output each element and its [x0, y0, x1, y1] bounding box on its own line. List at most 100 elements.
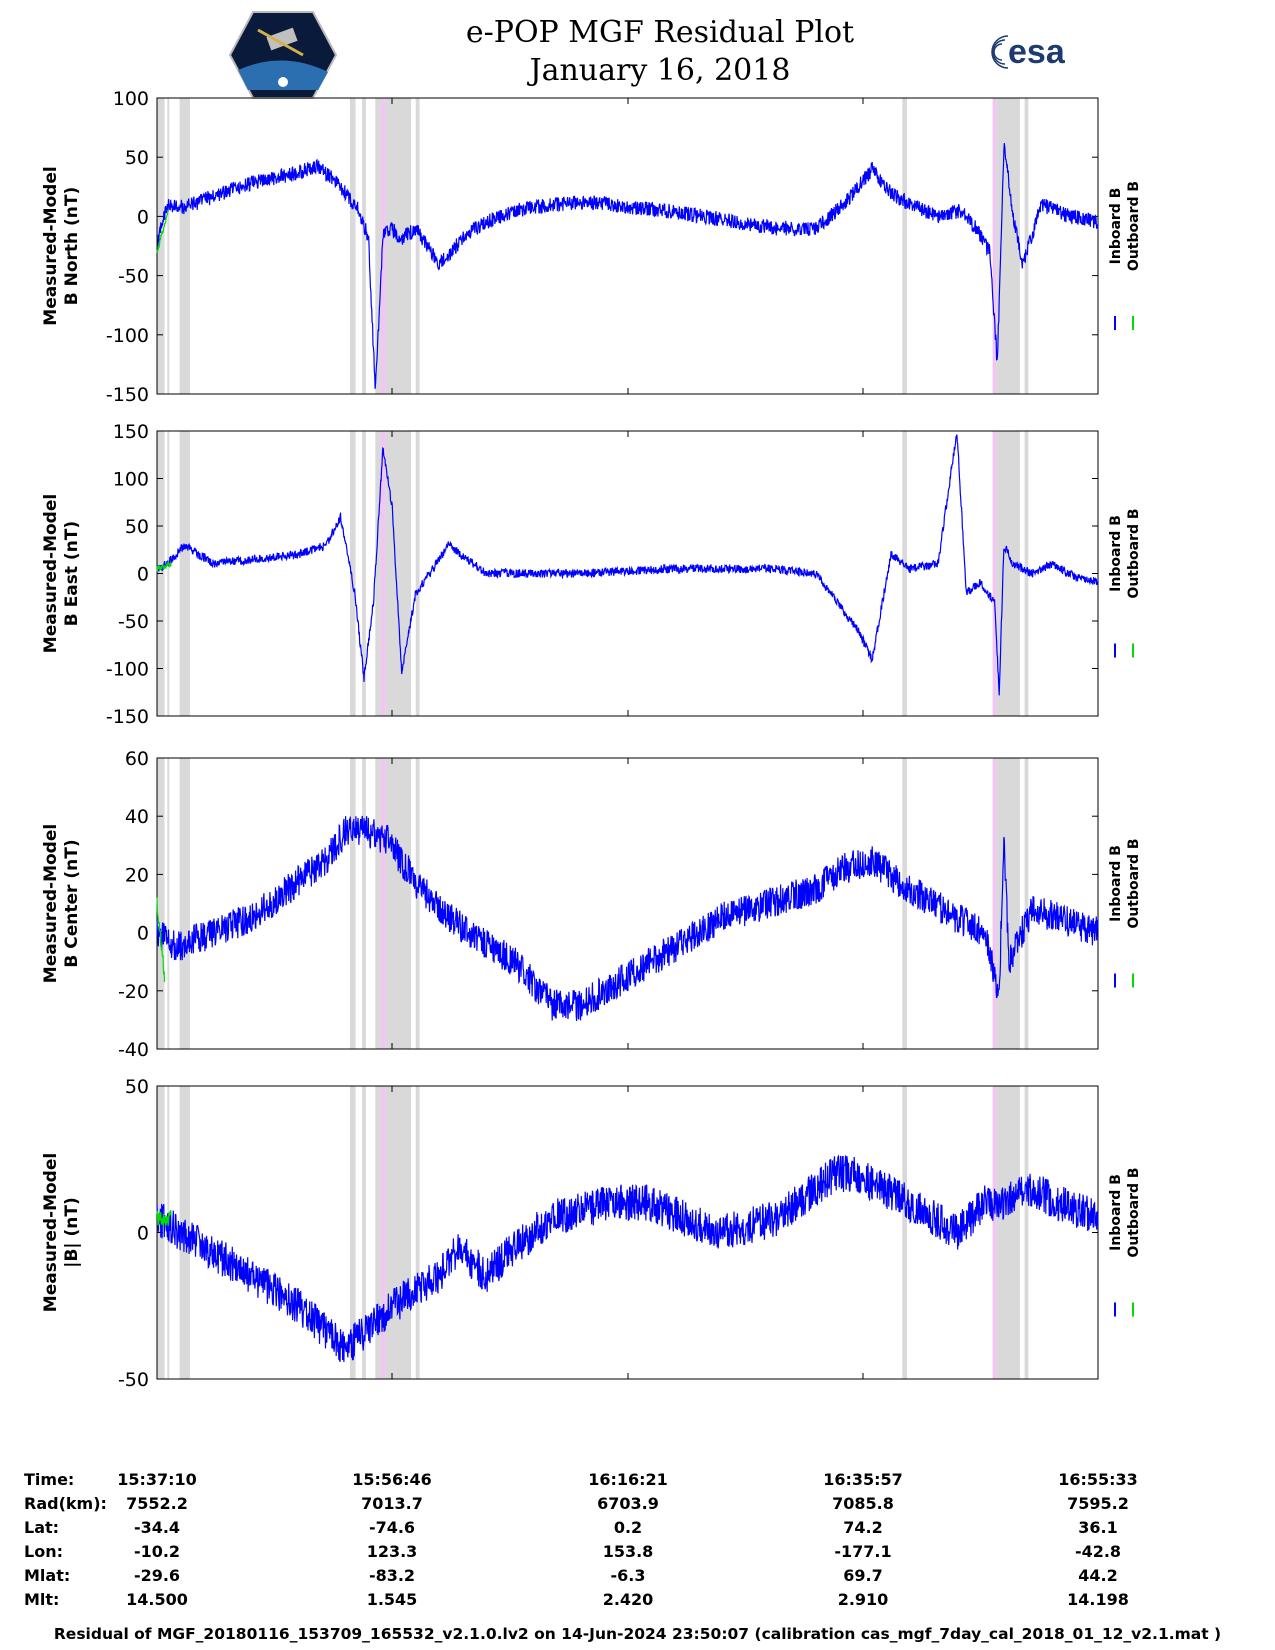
table-cell: 2.910 [837, 1590, 889, 1609]
row-label: Lat: [24, 1518, 60, 1537]
table-cell: 7595.2 [1067, 1494, 1129, 1513]
gap-band-1-4 [362, 431, 366, 716]
gap-band-0-0 [157, 98, 165, 394]
flag-band-3-0 [380, 1086, 386, 1379]
gap-band-1-9 [996, 431, 1020, 716]
esa-logo-icon [991, 35, 1009, 69]
y-tick-label-0-2: 0 [137, 206, 149, 228]
table-cell: -42.8 [1074, 1542, 1122, 1561]
table-cell: 1.545 [366, 1590, 418, 1609]
row-label: Rad(km): [24, 1494, 107, 1513]
gap-band-2-5 [375, 758, 381, 1049]
table-cell: 153.8 [602, 1542, 654, 1561]
orbit-info-table: Time: Rad(km): Lat: Lon: Mlat: Mlt: 15:37:10 75… [0, 1470, 1275, 1630]
y-tick-label-0-5: -150 [106, 384, 149, 406]
y-tick-label-1-5: -100 [106, 659, 149, 681]
y-tick-label-1-3: 0 [137, 564, 149, 586]
row-label: Lon: [24, 1542, 63, 1561]
chart-date: January 16, 2018 [529, 53, 791, 88]
gap-band-0-3 [349, 98, 356, 394]
gap-band-1-6 [385, 431, 412, 716]
series-outboard-line-2 [156, 897, 166, 983]
gap-band-1-10 [1024, 431, 1029, 716]
table-cell: 14.500 [126, 1590, 188, 1609]
series-outboard-line-3 [156, 1210, 172, 1227]
table-cell: 7552.2 [126, 1494, 188, 1513]
table-cell: 7013.7 [361, 1494, 423, 1513]
legend-label-2-1: Outboard B [1126, 838, 1142, 928]
y-axis-label-3-1: |B| (nT) [62, 1197, 82, 1268]
axes-frame-1 [156, 430, 1099, 717]
table-cell: -34.4 [133, 1518, 181, 1537]
y-tick-label-2-2: 20 [125, 864, 149, 886]
table-cell: -10.2 [133, 1542, 181, 1561]
y-axis-label-1-1: B East (nT) [62, 521, 82, 626]
gap-band-0-10 [1024, 98, 1029, 394]
gap-band-3-8 [902, 1086, 907, 1379]
table-cell: 0.2 [613, 1518, 643, 1537]
residual-plots: 100 50 0 -50 -100 -150 Measured-Model B North (… [41, 88, 1142, 1391]
flag-band-2-1 [992, 758, 997, 1049]
table-cell: 44.2 [1078, 1566, 1118, 1585]
legend-label-2-0: Inboard B [1108, 845, 1124, 922]
gap-band-2-0 [157, 758, 165, 1049]
gap-band-1-8 [902, 431, 907, 716]
chart-title: e-POP MGF Residual Plot [465, 15, 855, 50]
table-cell: 16:55:33 [1058, 1470, 1138, 1489]
legend-label-3-1: Outboard B [1126, 1167, 1142, 1257]
y-axis-label-0-1: B North (nT) [62, 187, 82, 306]
flag-band-0-0 [380, 98, 386, 394]
y-tick-label-1-4: -50 [118, 611, 149, 633]
esa-logo: esa [978, 30, 1098, 74]
table-cell: 16:35:57 [823, 1470, 903, 1489]
y-tick-label-2-0: 60 [125, 748, 149, 770]
gap-band-2-6 [385, 758, 412, 1049]
gap-band-1-3 [349, 431, 356, 716]
y-tick-label-3-0: 50 [125, 1076, 149, 1098]
series-inboard-line-3 [156, 1154, 1099, 1363]
y-tick-label-0-1: 50 [125, 147, 149, 169]
gap-band-3-4 [362, 1086, 366, 1379]
gap-band-3-5 [375, 1086, 381, 1379]
y-tick-label-1-6: -150 [106, 706, 149, 728]
gap-band-0-2 [179, 98, 190, 394]
gap-band-1-7 [415, 431, 420, 716]
series-inboard-line-1 [156, 434, 1099, 696]
series-outboard-line-0 [156, 209, 169, 253]
axes-frame-2 [156, 757, 1099, 1050]
table-cell: -6.3 [610, 1566, 646, 1585]
series-inboard-line-2 [156, 815, 1099, 1021]
gap-band-1-2 [179, 431, 190, 716]
row-label: Mlt: [24, 1590, 60, 1609]
gap-band-2-8 [902, 758, 907, 1049]
gap-band-1-1 [167, 431, 170, 716]
table-cell: 7085.8 [832, 1494, 894, 1513]
y-axis-label-2-0: Measured-Model [41, 824, 61, 983]
flag-band-0-1 [992, 98, 997, 394]
table-cell: 74.2 [843, 1518, 883, 1537]
y-tick-label-1-0: 150 [113, 421, 149, 443]
title-block: e-POP MGF Residual Plot January 16, 2018 [350, 14, 970, 90]
flag-band-1-0 [380, 431, 386, 716]
cassiope-mission-patch-icon [228, 11, 338, 99]
table-cell: -83.2 [368, 1566, 416, 1585]
legend-label-1-0: Inboard B [1108, 515, 1124, 592]
legend-label-1-1: Outboard B [1126, 508, 1142, 598]
gap-band-2-3 [349, 758, 356, 1049]
gap-band-0-5 [375, 98, 381, 394]
y-axis-label-2-1: B Center (nT) [62, 839, 82, 967]
gap-band-2-1 [167, 758, 170, 1049]
legend-label-3-0: Inboard B [1108, 1174, 1124, 1251]
esa-logo-text: esa [1008, 33, 1065, 71]
y-tick-label-3-1: 0 [137, 1223, 149, 1245]
row-label: Mlat: [24, 1566, 71, 1585]
table-cell: -29.6 [133, 1566, 181, 1585]
y-tick-label-0-3: -50 [118, 266, 149, 288]
table-cell: 15:56:46 [352, 1470, 432, 1489]
y-tick-label-2-5: -40 [118, 1039, 149, 1061]
gap-band-0-1 [167, 98, 170, 394]
axes-frame-0 [156, 97, 1099, 395]
y-tick-label-1-1: 100 [113, 469, 149, 491]
table-cell: 14.198 [1067, 1590, 1129, 1609]
gap-band-3-6 [385, 1086, 412, 1379]
